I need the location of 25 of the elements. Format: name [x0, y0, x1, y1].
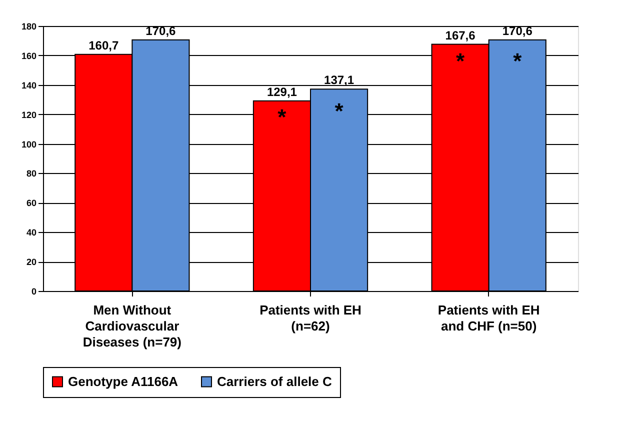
- y-tick-label: 0: [31, 286, 36, 296]
- legend-label: Carriers of allele C: [217, 374, 332, 389]
- data-label: 170,6: [502, 24, 533, 38]
- data-label: 170,6: [146, 24, 176, 38]
- y-tick-label: 20: [26, 257, 36, 268]
- y-tick-label: 140: [21, 80, 36, 90]
- data-label: 167,6: [445, 28, 476, 42]
- data-label: 137,1: [324, 73, 354, 88]
- y-tick-label: 100: [21, 139, 36, 150]
- annotation: *: [456, 48, 466, 74]
- annotation: *: [334, 98, 344, 124]
- annotation: *: [278, 104, 287, 130]
- x-tick-label: Patients with EH (n=62): [260, 302, 362, 334]
- y-tick-label: 80: [26, 168, 36, 179]
- legend-label: Genotype A1166A: [68, 374, 179, 389]
- y-tick-label: 160: [21, 50, 36, 61]
- y-tick-label: 120: [21, 110, 36, 120]
- x-tick-label: Men Without Cardiovascular Diseases (n=79): [82, 302, 182, 350]
- y-tick-label: 180: [21, 22, 36, 32]
- data-label: 129,1: [266, 84, 298, 99]
- y-tick-label: 40: [26, 228, 36, 238]
- annotation: *: [513, 48, 522, 74]
- data-label: 160,7: [88, 38, 119, 52]
- y-tick-label: 60: [26, 198, 36, 208]
- x-tick-label: Patients with EH and CHF (n=50): [438, 302, 540, 334]
